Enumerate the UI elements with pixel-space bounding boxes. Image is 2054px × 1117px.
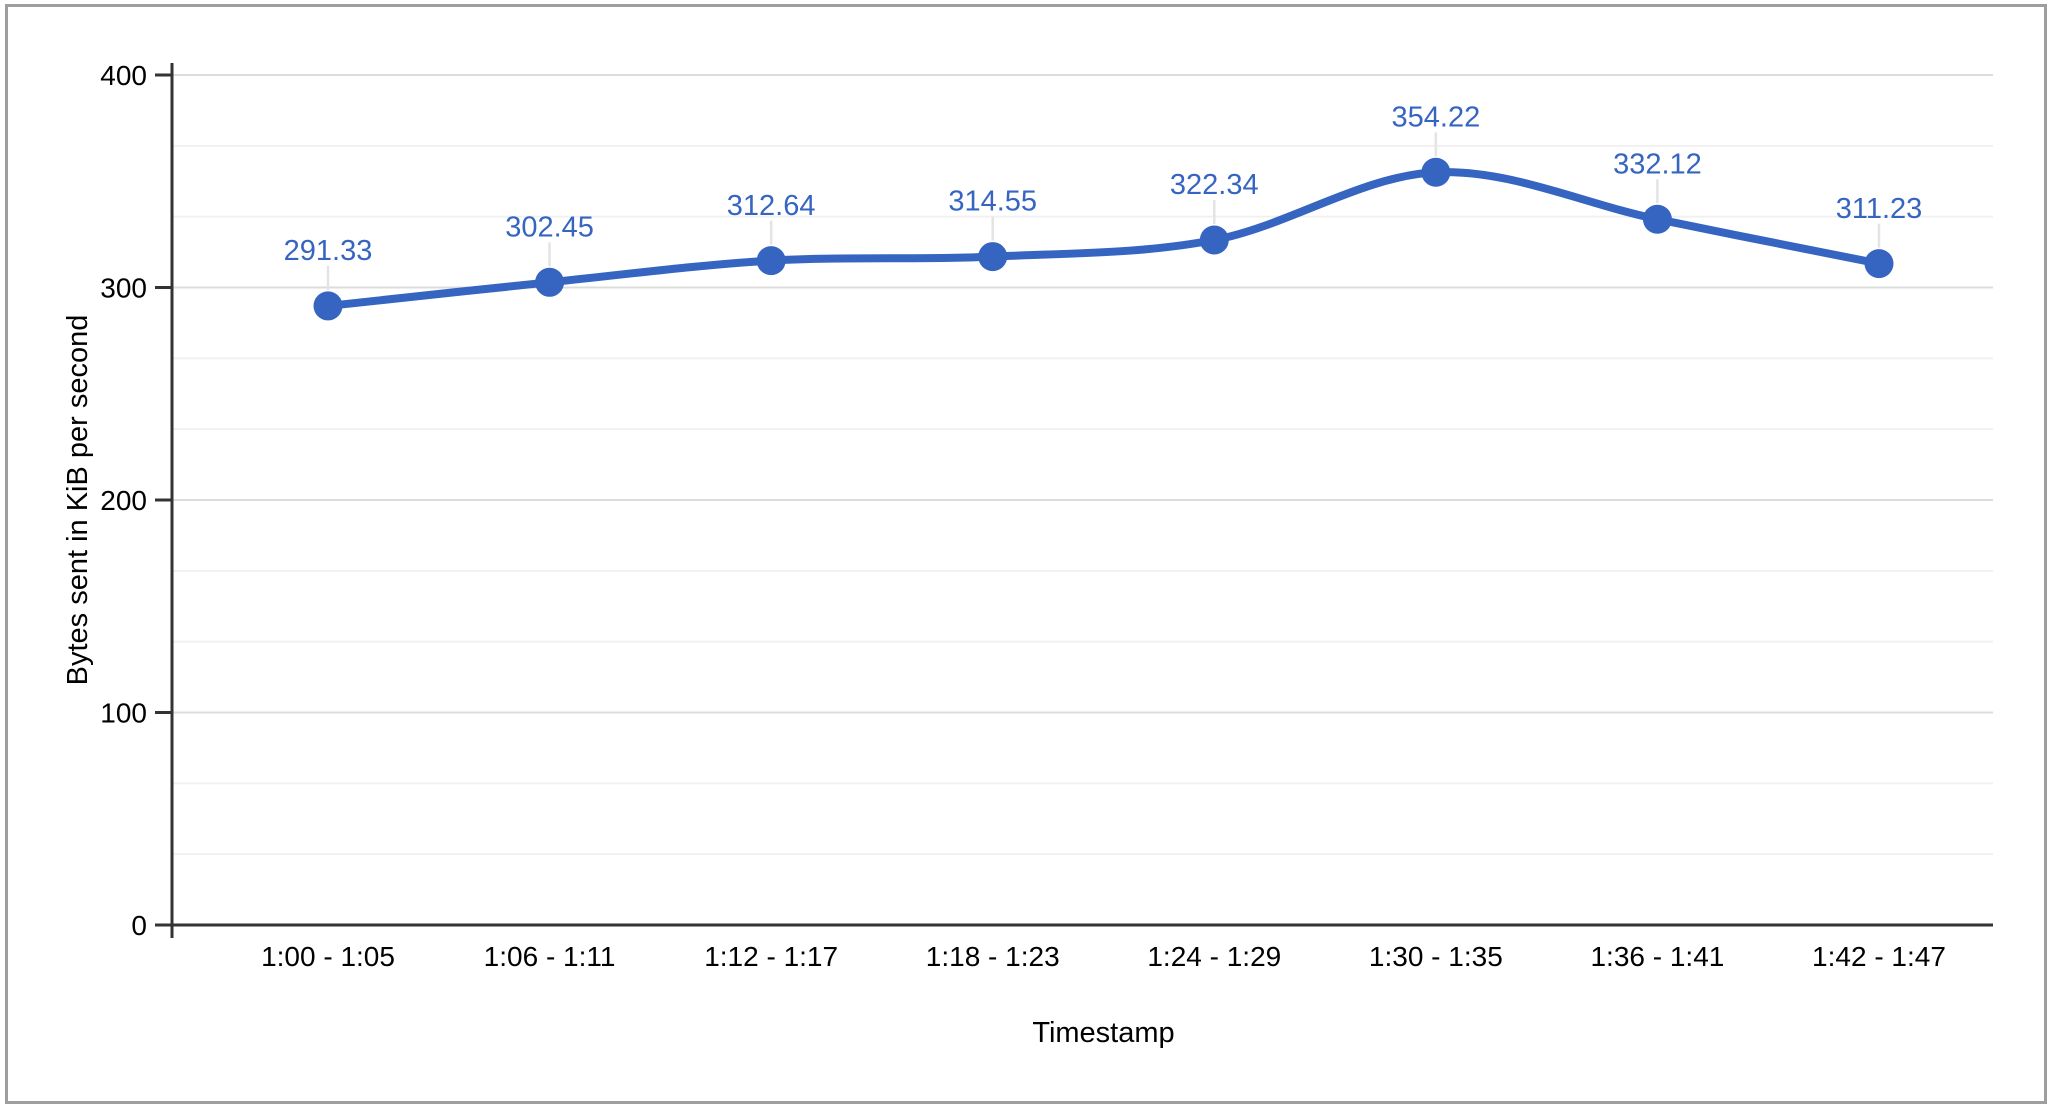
x-axis-category-label: 1:30 - 1:35 [1369, 941, 1503, 972]
series-line [324, 168, 1883, 310]
data-point-marker[interactable] [756, 246, 786, 276]
y-axis-tick-label: 100 [100, 697, 147, 728]
y-axis-tick-label: 400 [100, 60, 147, 91]
data-point-label: 312.64 [727, 190, 816, 222]
x-axis-category-label: 1:36 - 1:41 [1590, 941, 1724, 972]
data-point-label: 314.55 [948, 186, 1037, 218]
x-axis-category-label: 1:42 - 1:47 [1812, 941, 1946, 972]
x-axis-category-label: 1:00 - 1:05 [261, 941, 395, 972]
data-point-label: 322.34 [1170, 169, 1259, 201]
data-point-label: 354.22 [1392, 101, 1481, 133]
y-axis-tick-label: 200 [100, 485, 147, 516]
y-axis-tick-label: 0 [131, 910, 147, 941]
data-point-marker[interactable] [1199, 225, 1229, 255]
data-point-marker[interactable] [1864, 249, 1894, 279]
data-point-marker[interactable] [978, 242, 1008, 272]
y-axis-tick-label: 300 [100, 272, 147, 303]
data-point-marker[interactable] [1421, 157, 1451, 187]
x-axis-category-label: 1:18 - 1:23 [926, 941, 1060, 972]
data-point-label: 311.23 [1836, 193, 1923, 225]
x-axis-category-label: 1:06 - 1:11 [484, 941, 616, 972]
data-point-label: 332.12 [1613, 148, 1702, 180]
y-axis-title: Bytes sent in KiB per second [62, 315, 94, 686]
data-point-marker[interactable] [313, 291, 343, 321]
data-point-label: 302.45 [505, 211, 594, 243]
data-point-label: 291.33 [284, 235, 373, 267]
x-axis-category-label: 1:12 - 1:17 [704, 941, 838, 972]
data-point-marker[interactable] [1642, 204, 1672, 234]
x-axis-category-label: 1:24 - 1:29 [1147, 941, 1281, 972]
x-axis-title: Timestamp [1032, 1017, 1174, 1049]
data-point-marker[interactable] [535, 267, 565, 297]
